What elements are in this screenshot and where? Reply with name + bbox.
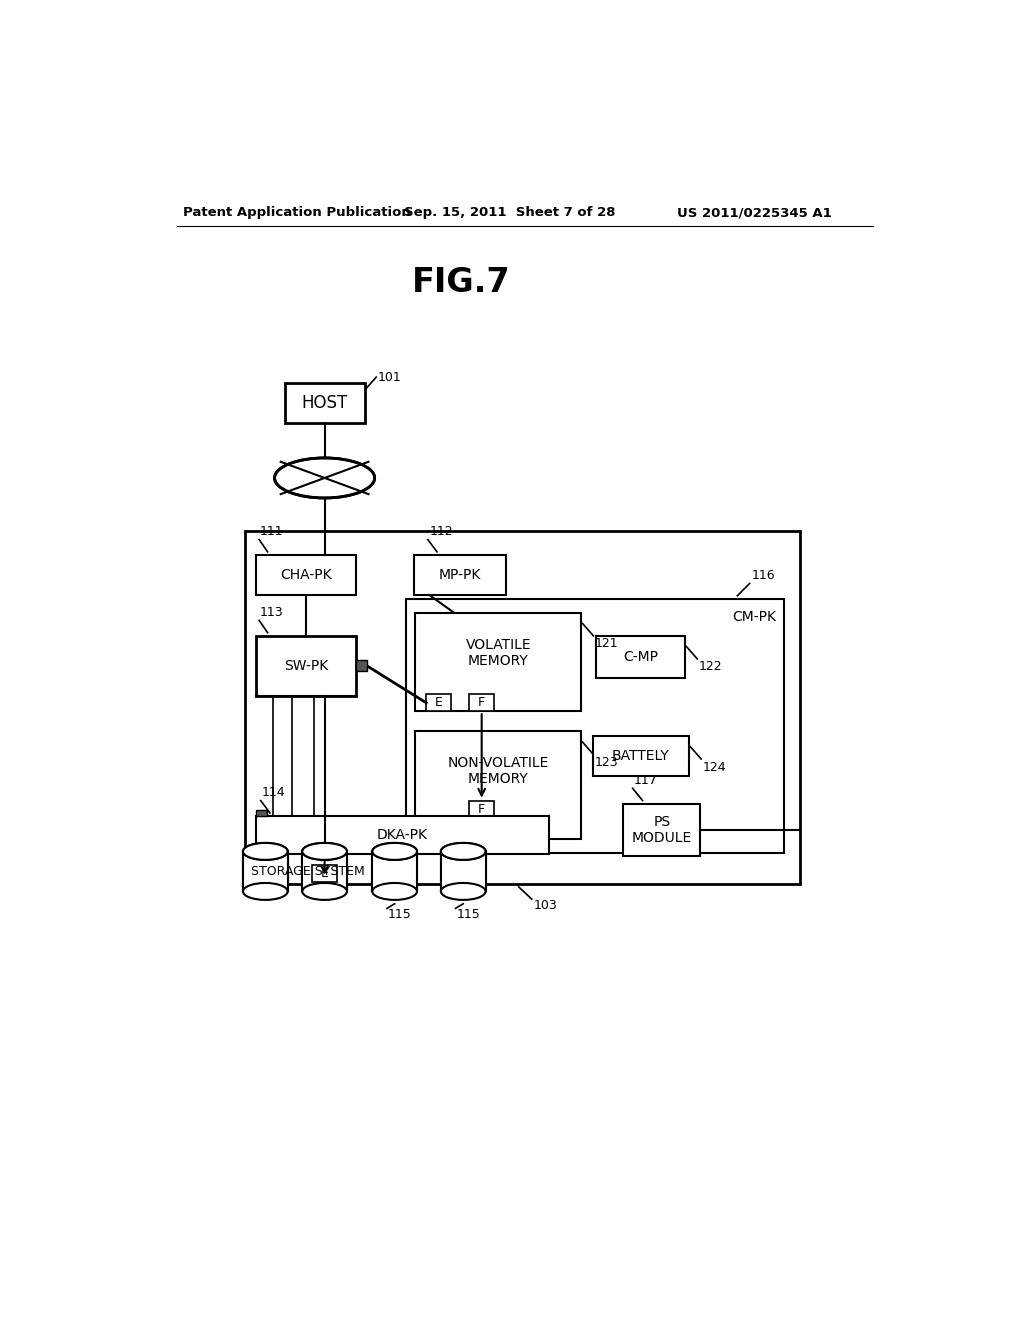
Bar xyxy=(593,737,689,776)
Text: E: E xyxy=(321,867,329,880)
Text: 121: 121 xyxy=(595,638,618,651)
Text: FIG.7: FIG.7 xyxy=(413,267,511,300)
Text: HOST: HOST xyxy=(302,395,348,412)
Ellipse shape xyxy=(441,843,485,859)
Bar xyxy=(407,599,783,853)
Text: NON-VOLATILE
MEMORY: NON-VOLATILE MEMORY xyxy=(447,756,549,787)
Ellipse shape xyxy=(243,843,288,859)
Text: 103: 103 xyxy=(534,899,557,912)
Text: 114: 114 xyxy=(261,785,285,799)
Text: CHA-PK: CHA-PK xyxy=(281,568,332,582)
Text: US 2011/0225345 A1: US 2011/0225345 A1 xyxy=(677,206,833,219)
Bar xyxy=(245,531,801,884)
Text: DKA-PK: DKA-PK xyxy=(377,828,428,842)
Text: 112: 112 xyxy=(429,525,453,539)
Ellipse shape xyxy=(441,883,485,900)
Bar xyxy=(414,554,506,595)
Text: CM-PK: CM-PK xyxy=(732,610,776,623)
Text: 124: 124 xyxy=(702,760,726,774)
Text: F: F xyxy=(478,803,485,816)
Bar xyxy=(256,810,267,816)
Ellipse shape xyxy=(274,458,375,498)
Ellipse shape xyxy=(302,843,347,859)
Text: 116: 116 xyxy=(752,569,775,582)
Ellipse shape xyxy=(302,843,347,859)
Bar xyxy=(302,851,347,891)
Text: 123: 123 xyxy=(595,756,618,770)
Ellipse shape xyxy=(373,883,417,900)
Text: Sep. 15, 2011  Sheet 7 of 28: Sep. 15, 2011 Sheet 7 of 28 xyxy=(403,206,615,219)
Text: BATTELY: BATTELY xyxy=(611,748,670,763)
Bar xyxy=(243,851,288,891)
Bar xyxy=(373,851,417,891)
Text: 115: 115 xyxy=(388,908,412,921)
Text: PS
MODULE: PS MODULE xyxy=(632,814,692,845)
Text: F: F xyxy=(478,696,485,709)
Ellipse shape xyxy=(441,843,485,859)
Bar xyxy=(441,851,485,891)
Bar xyxy=(256,636,356,696)
Text: 113: 113 xyxy=(260,606,284,619)
Bar xyxy=(624,804,700,855)
Ellipse shape xyxy=(243,883,288,900)
Bar xyxy=(596,636,685,678)
Ellipse shape xyxy=(302,883,347,900)
Bar xyxy=(356,660,367,671)
Text: SW-PK: SW-PK xyxy=(284,659,329,673)
Text: E: E xyxy=(434,696,442,709)
Bar xyxy=(469,694,494,711)
Text: C-MP: C-MP xyxy=(624,649,658,664)
Text: 122: 122 xyxy=(698,660,723,673)
Ellipse shape xyxy=(243,843,288,859)
Text: MP-PK: MP-PK xyxy=(439,568,481,582)
Bar xyxy=(256,554,356,595)
Ellipse shape xyxy=(373,843,417,859)
Bar xyxy=(416,731,581,840)
Bar xyxy=(256,816,549,854)
Bar xyxy=(416,612,581,711)
Bar xyxy=(285,383,366,424)
Bar xyxy=(312,866,337,882)
Text: 101: 101 xyxy=(378,371,401,384)
Bar xyxy=(426,694,451,711)
Text: 111: 111 xyxy=(260,525,284,539)
Ellipse shape xyxy=(373,843,417,859)
Text: 117: 117 xyxy=(634,774,657,787)
Text: 115: 115 xyxy=(457,908,480,921)
Text: VOLATILE
MEMORY: VOLATILE MEMORY xyxy=(466,638,531,668)
Bar xyxy=(469,800,494,817)
Text: STORAGE SYSTEM: STORAGE SYSTEM xyxy=(251,865,365,878)
Text: Patent Application Publication: Patent Application Publication xyxy=(183,206,411,219)
